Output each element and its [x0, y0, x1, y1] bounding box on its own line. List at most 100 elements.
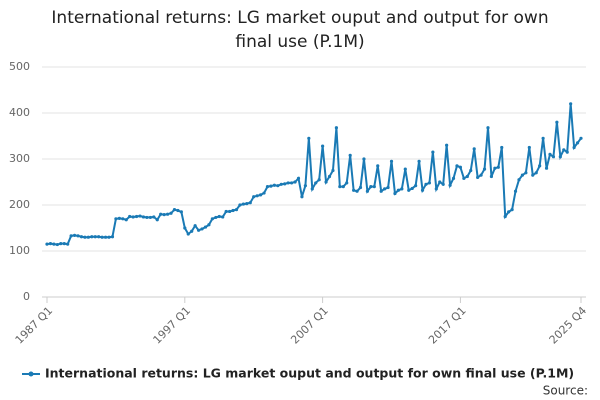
data-point — [496, 165, 500, 169]
data-point — [186, 232, 190, 236]
data-point — [48, 242, 53, 246]
y-tick-label: 100 — [9, 244, 30, 257]
data-point — [321, 144, 325, 148]
data-point — [172, 208, 177, 212]
data-point — [214, 215, 218, 220]
data-point — [551, 155, 556, 159]
chart-title: International returns: LG market ouput a… — [51, 8, 549, 52]
data-point — [62, 242, 66, 246]
data-point — [358, 185, 363, 190]
data-point — [352, 188, 356, 192]
data-point — [531, 173, 535, 177]
data-point — [176, 208, 180, 213]
data-point — [434, 187, 438, 191]
data-point — [365, 189, 369, 193]
data-point — [265, 185, 270, 189]
data-point — [134, 214, 139, 219]
data-point — [517, 178, 521, 182]
data-point — [348, 153, 352, 157]
data-point — [445, 143, 449, 147]
data-point — [110, 235, 115, 239]
data-point — [100, 235, 104, 239]
data-point — [83, 235, 87, 239]
data-point — [310, 187, 314, 191]
data-point — [86, 235, 90, 239]
data-point — [479, 173, 483, 177]
data-point — [303, 184, 307, 188]
data-point — [124, 218, 128, 222]
x-tick-label: 1987 Q1 — [13, 304, 56, 347]
data-point — [190, 229, 194, 233]
data-point — [76, 234, 80, 238]
data-point — [200, 227, 204, 231]
data-point — [544, 166, 549, 170]
data-point — [575, 141, 580, 145]
data-point — [541, 136, 545, 140]
data-point — [383, 187, 387, 191]
data-point — [572, 145, 576, 150]
data-point — [520, 173, 525, 177]
data-point — [307, 136, 311, 140]
data-point — [317, 178, 321, 182]
data-point — [152, 215, 156, 219]
data-point — [407, 188, 411, 192]
y-tick-label: 500 — [9, 60, 30, 73]
data-point — [510, 208, 514, 212]
data-point — [345, 181, 349, 185]
data-point — [293, 180, 297, 184]
data-point — [300, 195, 304, 199]
data-point — [103, 235, 108, 239]
y-tick-label: 400 — [9, 106, 30, 119]
data-point — [224, 209, 228, 214]
data-point — [286, 181, 290, 185]
data-point — [210, 217, 214, 221]
data-point — [562, 148, 566, 152]
data-point — [424, 182, 428, 186]
data-point — [410, 186, 414, 191]
data-point — [555, 120, 559, 124]
data-point — [472, 147, 476, 151]
data-point — [486, 126, 490, 130]
data-point — [476, 175, 480, 179]
data-point — [131, 215, 135, 219]
data-point — [400, 187, 404, 191]
data-point — [362, 157, 366, 161]
legend-marker — [28, 371, 34, 377]
data-point — [462, 176, 466, 180]
data-point — [331, 168, 335, 173]
data-point — [169, 211, 173, 215]
data-point — [389, 159, 394, 163]
data-point — [234, 208, 239, 212]
data-point — [238, 203, 242, 207]
data-point — [355, 189, 359, 193]
data-point — [283, 182, 287, 186]
data-point — [241, 202, 245, 206]
data-point — [458, 165, 463, 169]
data-point — [165, 212, 170, 216]
data-point — [451, 176, 456, 180]
data-point — [482, 167, 487, 171]
data-point — [117, 216, 121, 220]
source: Source: — [543, 384, 588, 398]
y-tick-label: 200 — [9, 198, 30, 211]
data-point — [141, 215, 146, 219]
data-point — [97, 235, 101, 239]
data-line — [46, 103, 582, 246]
data-point — [183, 226, 187, 230]
data-point — [565, 150, 569, 154]
data-point — [414, 184, 418, 188]
data-point — [296, 176, 301, 180]
data-point — [128, 214, 132, 219]
data-point — [579, 136, 583, 140]
data-point — [59, 242, 63, 246]
data-point — [493, 166, 497, 170]
data-point — [79, 235, 84, 239]
data-point — [527, 145, 531, 150]
data-point — [159, 212, 163, 216]
data-point — [379, 189, 383, 193]
data-point — [90, 235, 94, 239]
data-point — [93, 235, 97, 239]
data-point — [538, 164, 542, 168]
data-point — [369, 185, 373, 189]
